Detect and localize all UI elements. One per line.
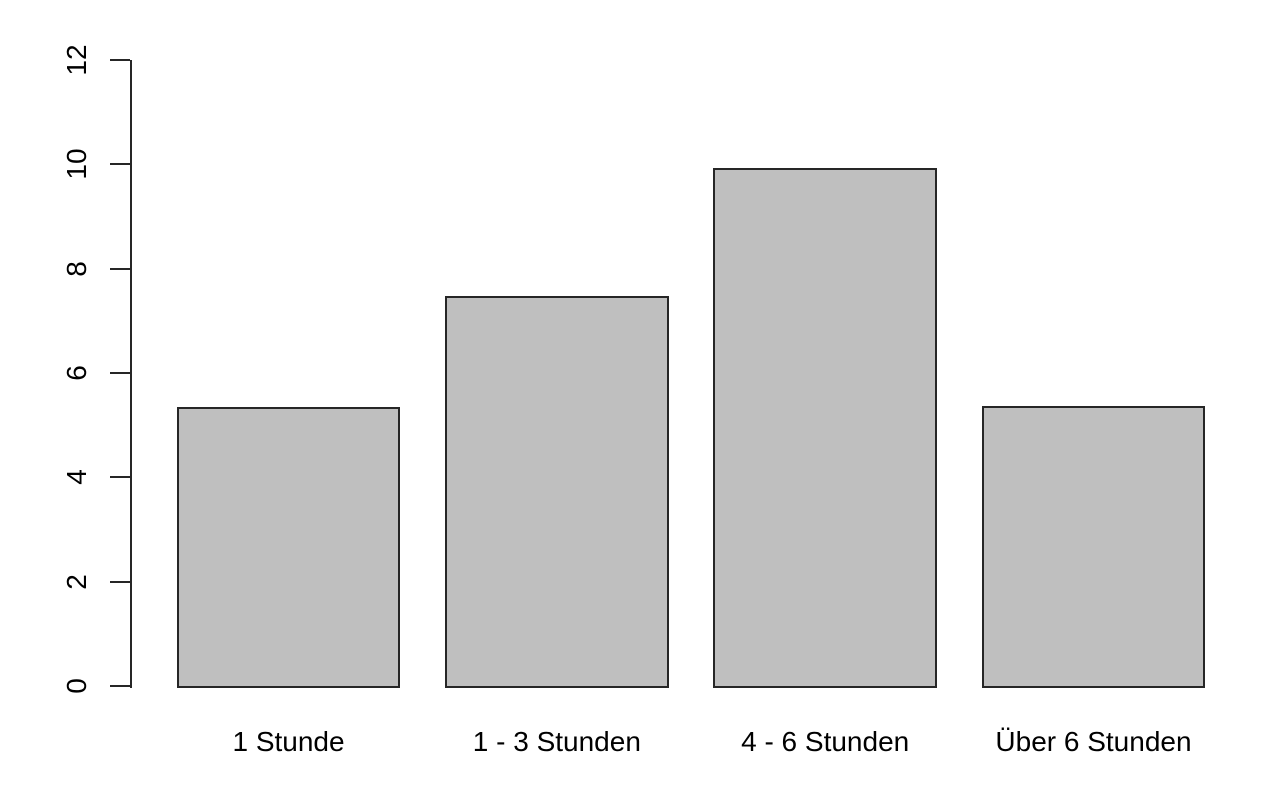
y-axis-line xyxy=(130,60,132,688)
bar-2 xyxy=(445,295,669,688)
bar-3 xyxy=(713,167,937,688)
y-axis-tick-label: 0 xyxy=(61,678,92,694)
y-axis-tick-label: 12 xyxy=(61,44,92,76)
x-axis-category-label: 1 - 3 Stunden xyxy=(472,726,641,757)
bar-4 xyxy=(981,405,1206,688)
y-axis-tick xyxy=(110,580,130,583)
y-axis-tick-label: 4 xyxy=(61,469,92,486)
x-axis-category-label: 4 - 6 Stunden xyxy=(741,726,910,757)
y-axis-tick xyxy=(110,267,130,270)
x-axis-category-label: 1 Stunde xyxy=(232,726,345,757)
x-axis-category-label: Über 6 Stunden xyxy=(995,726,1192,757)
y-axis-tick xyxy=(110,685,130,687)
bar-1 xyxy=(176,406,401,688)
y-axis-tick xyxy=(110,476,130,479)
y-axis-tick-label: 8 xyxy=(61,260,92,277)
y-axis-tick xyxy=(110,163,130,166)
y-axis-tick xyxy=(110,59,130,61)
y-axis-tick-label: 10 xyxy=(61,148,92,180)
y-axis-tick-label: 2 xyxy=(61,573,92,590)
y-axis-tick xyxy=(110,372,130,374)
y-axis-tick-label: 6 xyxy=(61,365,92,381)
